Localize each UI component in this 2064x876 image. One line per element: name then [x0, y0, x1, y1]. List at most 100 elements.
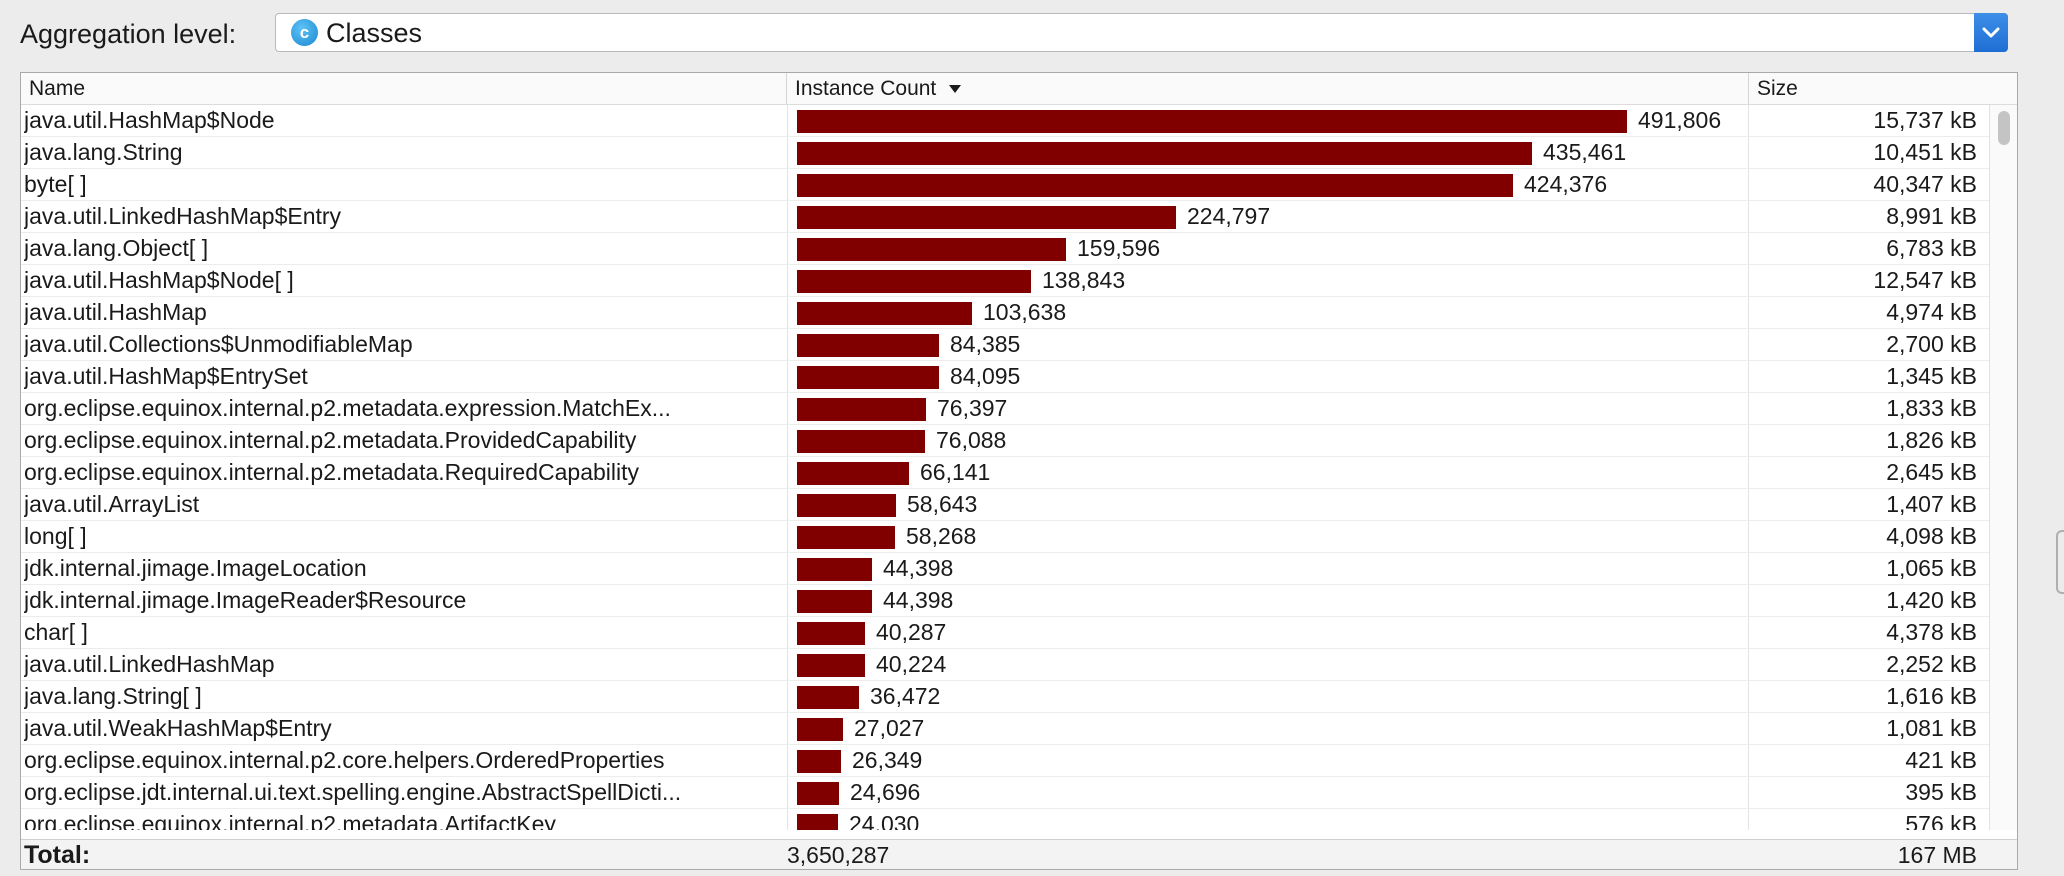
panel-resize-handle[interactable]	[2056, 530, 2064, 594]
size-cell: 395 kB	[1748, 777, 1986, 808]
table-row[interactable]: java.lang.Object[ ] 159,596 6,783 kB	[21, 233, 1989, 265]
instance-count-value: 66,141	[920, 459, 991, 485]
instance-count-value: 84,385	[950, 331, 1021, 357]
class-name-cell: java.lang.String	[24, 139, 183, 165]
instance-count-value: 58,268	[906, 523, 977, 549]
scrollbar-thumb[interactable]	[1998, 111, 2010, 145]
table-row[interactable]: java.lang.String[ ] 36,472 1,616 kB	[21, 681, 1989, 713]
class-name-cell: java.util.HashMap	[24, 299, 207, 325]
column-header-size-label: Size	[1757, 77, 1798, 100]
instance-count-cell: 26,349	[787, 745, 1748, 776]
instance-count-value: 491,806	[1638, 107, 1722, 133]
column-header-instance-count[interactable]: Instance Count	[786, 73, 1748, 104]
table-row[interactable]: jdk.internal.jimage.ImageLocation 44,398 1…	[21, 553, 1989, 585]
aggregation-level-value: Classes	[326, 18, 423, 48]
table-header: Name Instance Count Size	[21, 73, 2017, 105]
size-cell: 4,378 kB	[1748, 617, 1986, 648]
column-header-size[interactable]: Size	[1748, 73, 1988, 104]
size-cell: 4,098 kB	[1748, 521, 1986, 552]
instance-count-value: 224,797	[1187, 203, 1271, 229]
instance-count-cell: 24,696	[787, 777, 1748, 808]
instance-count-bar	[797, 558, 872, 581]
table-row[interactable]: jdk.internal.jimage.ImageReader$Resource…	[21, 585, 1989, 617]
instance-count-value: 58,643	[907, 491, 978, 517]
size-cell: 1,420 kB	[1748, 585, 1986, 616]
instance-count-bar	[797, 270, 1031, 293]
class-name-cell: long[ ]	[24, 523, 87, 549]
table-row[interactable]: java.util.WeakHashMap$Entry 27,027 1,081 k…	[21, 713, 1989, 745]
table-row[interactable]: java.util.ArrayList 58,643 1,407 kB	[21, 489, 1989, 521]
column-header-name-label: Name	[29, 77, 86, 100]
total-instance-count: 3,650,287	[787, 842, 890, 868]
table-row[interactable]: java.util.LinkedHashMap$Entry 224,797 8,99…	[21, 201, 1989, 233]
instance-count-bar	[797, 334, 939, 357]
vertical-scrollbar[interactable]	[1989, 105, 2017, 830]
instance-count-value: 84,095	[950, 363, 1021, 389]
table-row[interactable]: java.util.HashMap$EntrySet 84,095 1,345 kB	[21, 361, 1989, 393]
instance-count-bar	[797, 462, 909, 485]
table-row[interactable]: java.util.HashMap 103,638 4,974 kB	[21, 297, 1989, 329]
instance-count-bar	[797, 814, 838, 830]
aggregation-bar: Aggregation level: c Classes	[0, 0, 2064, 68]
chevron-down-icon	[1982, 27, 2000, 37]
class-name-cell: java.lang.Object[ ]	[24, 235, 209, 261]
instance-count-value: 27,027	[854, 715, 925, 741]
class-name-cell: org.eclipse.equinox.internal.p2.metadata…	[24, 459, 639, 485]
table-row[interactable]: org.eclipse.equinox.internal.p2.metadata…	[21, 425, 1989, 457]
size-cell: 12,547 kB	[1748, 265, 1986, 296]
table-row[interactable]: java.util.HashMap$Node 491,806 15,737 kB	[21, 105, 1989, 137]
size-cell: 421 kB	[1748, 745, 1986, 776]
instance-count-value: 26,349	[852, 747, 923, 773]
table-row[interactable]: java.util.LinkedHashMap 40,224 2,252 kB	[21, 649, 1989, 681]
aggregation-level-label: Aggregation level:	[20, 19, 237, 49]
instance-count-bar	[797, 206, 1176, 229]
class-icon: c	[291, 19, 318, 46]
dropdown-button[interactable]	[1974, 13, 2008, 52]
instance-count-value: 424,376	[1524, 171, 1608, 197]
table-row[interactable]: java.util.HashMap$Node[ ] 138,843 12,547 k…	[21, 265, 1989, 297]
class-histogram-table: Name Instance Count Size java.util.HashM…	[20, 72, 2018, 870]
size-cell: 1,616 kB	[1748, 681, 1986, 712]
instance-count-bar	[797, 526, 895, 549]
instance-count-cell: 24,030	[787, 809, 1748, 830]
total-size: 167 MB	[1897, 842, 1977, 868]
class-name-cell: jdk.internal.jimage.ImageLocation	[24, 555, 367, 581]
instance-count-value: 40,287	[876, 619, 947, 645]
instance-count-cell: 27,027	[787, 713, 1748, 744]
instance-count-bar	[797, 622, 865, 645]
size-cell: 15,737 kB	[1748, 105, 1986, 136]
instance-count-bar	[797, 590, 872, 613]
table-row[interactable]: org.eclipse.equinox.internal.p2.core.hel…	[21, 745, 1989, 777]
table-row[interactable]: long[ ] 58,268 4,098 kB	[21, 521, 1989, 553]
size-cell: 1,065 kB	[1748, 553, 1986, 584]
class-name-cell: char[ ]	[24, 619, 88, 645]
table-body: java.util.HashMap$Node 491,806 15,737 kB ja…	[21, 105, 1989, 830]
size-cell: 1,833 kB	[1748, 393, 1986, 424]
table-row[interactable]: char[ ] 40,287 4,378 kB	[21, 617, 1989, 649]
table-row[interactable]: java.lang.String 435,461 10,451 kB	[21, 137, 1989, 169]
instance-count-cell: 40,287	[787, 617, 1748, 648]
class-name-cell: org.eclipse.equinox.internal.p2.core.hel…	[24, 747, 665, 773]
size-cell: 1,345 kB	[1748, 361, 1986, 392]
class-name-cell: java.util.ArrayList	[24, 491, 200, 517]
instance-count-value: 44,398	[883, 555, 954, 581]
instance-count-bar	[797, 654, 865, 677]
instance-count-value: 24,696	[850, 779, 921, 805]
table-row[interactable]: org.eclipse.jdt.internal.ui.text.spellin…	[21, 777, 1989, 809]
instance-count-cell: 76,088	[787, 425, 1748, 456]
aggregation-level-select[interactable]: c Classes	[275, 13, 2008, 52]
class-name-cell: org.eclipse.equinox.internal.p2.metadata…	[24, 427, 637, 453]
class-name-cell: org.eclipse.equinox.internal.p2.metadata…	[24, 395, 671, 421]
instance-count-cell: 103,638	[787, 297, 1748, 328]
table-row[interactable]: org.eclipse.equinox.internal.p2.metadata…	[21, 457, 1989, 489]
size-cell: 2,252 kB	[1748, 649, 1986, 680]
table-row[interactable]: java.util.Collections$UnmodifiableMap 84,…	[21, 329, 1989, 361]
column-header-name[interactable]: Name	[21, 73, 786, 104]
table-row[interactable]: org.eclipse.equinox.internal.p2.metadata…	[21, 393, 1989, 425]
instance-count-value: 36,472	[870, 683, 941, 709]
table-row[interactable]: org.eclipse.equinox.internal.p2.metadata…	[21, 809, 1989, 830]
class-name-cell: java.lang.String[ ]	[24, 683, 202, 709]
size-cell: 1,407 kB	[1748, 489, 1986, 520]
instance-count-value: 40,224	[876, 651, 947, 677]
table-row[interactable]: byte[ ] 424,376 40,347 kB	[21, 169, 1989, 201]
